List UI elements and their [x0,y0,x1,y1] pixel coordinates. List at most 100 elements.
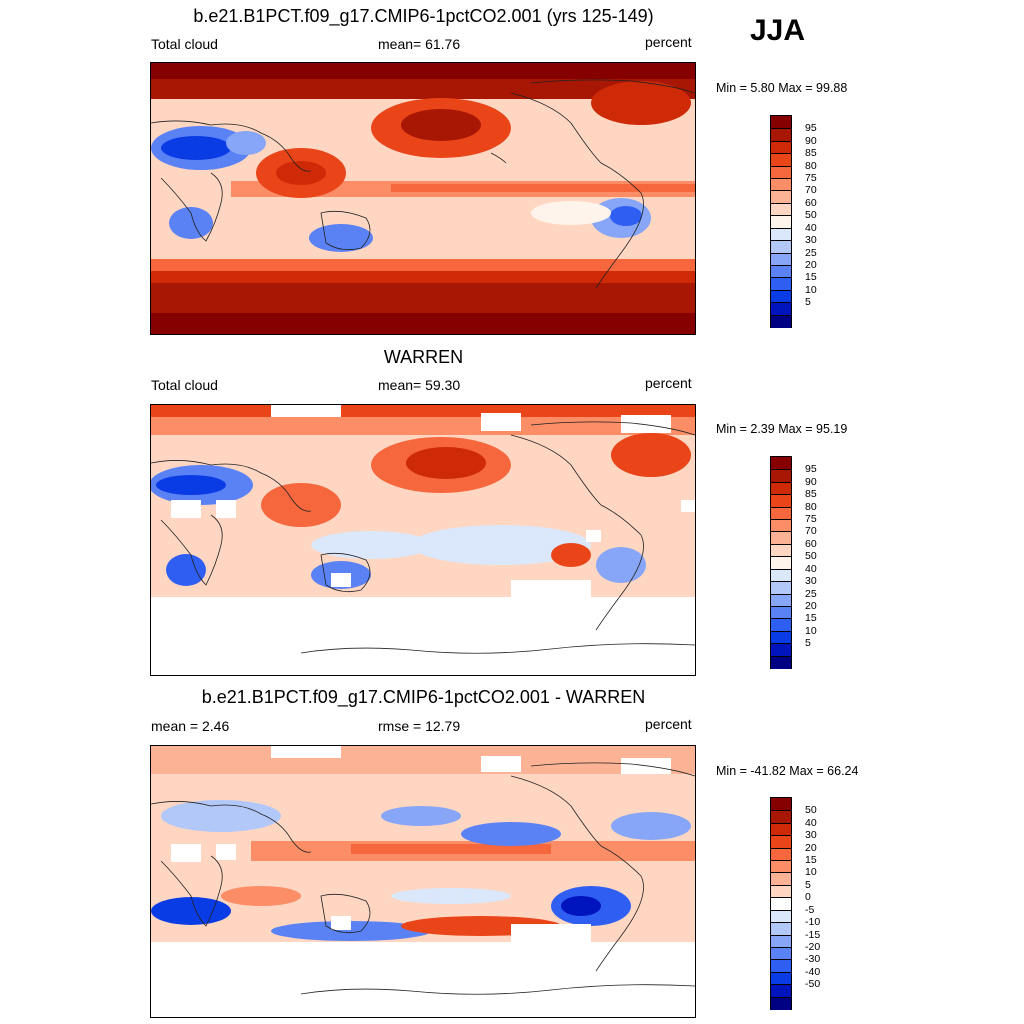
map-obs [150,404,696,676]
colorbar-box [771,959,791,974]
colorbar-model: 95 90 85 80 75 70 60 50 40 30 25 20 15 10 5 [770,115,817,329]
colorbar-tick-label: -50 [805,978,821,991]
colorbar-tick-label: 90 [805,475,817,488]
colorbar-tick-label: 50 [805,804,817,817]
colorbar-tick-label: 85 [805,147,817,160]
colorbar-obs: 95 90 85 80 75 70 60 50 40 30 25 20 15 10 5 [770,456,817,670]
colorbar-box [771,568,791,583]
colorbar-tick-label: 80 [805,500,817,513]
colorbar-tick-label: 70 [805,525,817,538]
colorbar-tick-label: 30 [805,234,817,247]
colorbar-box [771,165,791,180]
colorbar-tick-label: 40 [805,816,817,829]
colorbar-box [771,289,791,304]
colorbar-tick-label: 30 [805,575,817,588]
colorbar-box [771,922,791,937]
colorbar-tick-label: 95 [805,463,817,476]
colorbar-box [771,835,791,850]
colorbar-tick-label: 15 [805,854,817,867]
min-max-label: Min = -41.82 Max = 66.24 [716,764,859,778]
colorbar-box [771,822,791,837]
colorbar-box [771,971,791,986]
colorbar-box [771,314,791,329]
season-label: JJA [750,14,806,47]
colorbar-tick-label: 25 [805,246,817,259]
map-diff-field [151,746,695,1017]
colorbar-tick-label: -40 [805,965,821,978]
colorbar-tick-label: 5 [805,296,811,309]
colorbar-tick-label: 95 [805,122,817,135]
units-label: percent [645,375,692,391]
colorbar-box [771,934,791,949]
colorbar-box [771,897,791,912]
colorbar-box [771,531,791,546]
colorbar-box [771,946,791,961]
colorbar-box [771,302,791,317]
colorbar-tick-label: 10 [805,283,817,296]
min-max-label: Min = 2.39 Max = 95.19 [716,422,848,436]
map-model [150,62,696,335]
colorbar-tick-label: -30 [805,953,821,966]
colorbar-tick-label: 40 [805,221,817,234]
colorbar-box [771,884,791,899]
colorbar-diff: 50 40 30 20 15 10 5 0 -5 -10 -15 -20 -30 -40 -50 [770,797,820,1011]
colorbar-box [771,116,791,129]
colorbar-box [771,909,791,924]
panel-title: b.e21.B1PCT.f09_g17.CMIP6-1pctCO2.001 (y… [193,6,654,26]
colorbar-box [771,202,791,217]
colorbar-tick-label: 85 [805,488,817,501]
colorbar-tick-label: 25 [805,587,817,600]
center-label: rmse = 12.79 [378,718,461,734]
center-label: mean= 61.76 [378,36,461,52]
colorbar-box [771,227,791,242]
left-label: mean = 2.46 [151,718,230,734]
colorbar-box [771,506,791,521]
colorbar-box [771,469,791,484]
min-max-label: Min = 5.80 Max = 99.88 [716,81,848,95]
colorbar-box [771,984,791,999]
colorbar-box [771,860,791,874]
colorbar-box [771,519,791,533]
colorbar-tick-label: 75 [805,513,817,526]
colorbar-tick-label: 10 [805,624,817,637]
colorbar-box [771,543,791,558]
colorbar-tick-label: -10 [805,916,821,929]
colorbar-box [771,630,791,645]
panel-title: WARREN [383,347,464,367]
colorbar-tick-label: 80 [805,159,817,172]
colorbar-tick-label: 90 [805,134,817,147]
colorbar-box [771,996,791,1011]
colorbar-tick-label: -5 [805,903,815,916]
colorbar-tick-label: -20 [805,940,821,953]
colorbar-box [771,215,791,230]
left-label: Total cloud [151,377,218,393]
colorbar-box [771,494,791,509]
colorbar-tick-label: 20 [805,599,817,612]
colorbar-tick-label: 5 [805,878,811,891]
colorbar-box [771,252,791,267]
colorbar-box [771,593,791,608]
colorbar-tick-label: 60 [805,196,817,209]
colorbar-box [771,605,791,620]
colorbar-tick-label: 50 [805,209,817,222]
colorbar-box [771,240,791,255]
colorbar-box [771,153,791,168]
colorbar-box [771,264,791,279]
colorbar-box [771,277,791,292]
colorbar-box [771,581,791,596]
map-model-field [151,63,695,334]
center-label: mean= 59.30 [378,377,461,393]
colorbar-tick-label: 70 [805,184,817,197]
colorbar-box [771,128,791,143]
colorbar-box [771,643,791,658]
colorbar-tick-label: 5 [805,637,811,650]
colorbar-box [771,798,791,811]
map-obs-field [151,405,695,675]
units-label: percent [645,716,692,732]
colorbar-box [771,190,791,205]
colorbar-tick-label: 75 [805,172,817,185]
colorbar-box [771,556,791,571]
colorbar-box [771,618,791,633]
colorbar-box [771,655,791,670]
colorbar-tick-label: 0 [805,891,811,904]
